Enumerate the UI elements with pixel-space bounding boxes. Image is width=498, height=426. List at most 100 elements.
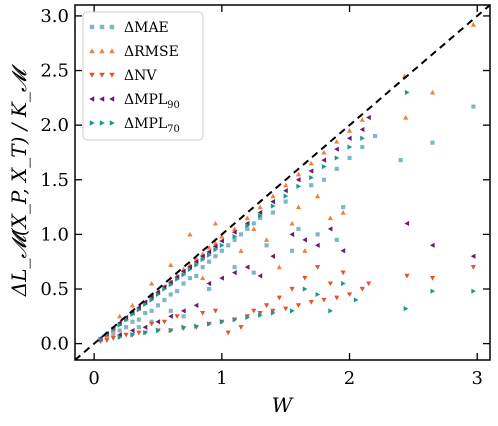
data-point	[168, 313, 173, 319]
data-point	[129, 327, 135, 334]
data-point	[302, 248, 308, 253]
data-point	[200, 256, 206, 263]
data-point	[372, 133, 378, 139]
data-point	[403, 306, 409, 312]
data-point	[206, 249, 212, 255]
data-point	[470, 22, 476, 27]
data-point	[334, 155, 340, 161]
data-point	[270, 210, 276, 215]
data-point	[340, 248, 346, 254]
data-point	[212, 220, 219, 226]
data-point	[168, 292, 173, 297]
data-point	[136, 330, 142, 336]
data-point	[295, 177, 301, 183]
legend-marker	[99, 24, 105, 30]
y-tick-label: 3.0	[40, 6, 69, 27]
data-point	[110, 336, 116, 341]
data-point	[270, 253, 276, 259]
data-point	[175, 276, 180, 282]
data-point	[366, 281, 372, 287]
legend-marker	[109, 24, 115, 30]
data-point	[270, 193, 276, 199]
data-point	[180, 268, 186, 275]
data-point	[136, 317, 141, 322]
data-point	[187, 266, 193, 272]
y-tick-label: 2.0	[40, 115, 69, 136]
data-point	[206, 259, 212, 264]
legend-marker	[109, 48, 115, 54]
data-point	[245, 223, 250, 229]
data-point	[302, 286, 308, 292]
data-point	[123, 332, 129, 338]
data-point	[321, 177, 327, 182]
data-point	[366, 114, 371, 121]
data-point	[296, 183, 302, 189]
data-point	[155, 319, 161, 325]
data-point	[471, 104, 476, 109]
legend-item: ΔNV	[89, 68, 157, 84]
legend-marker	[109, 120, 115, 126]
data-point	[142, 324, 148, 330]
data-point	[334, 138, 340, 144]
legend: ΔMAE ΔRMSE ΔNV ΔMPL90 ΔMPL70	[82, 11, 204, 141]
legend-label: ΔRMSE	[124, 44, 179, 60]
data-point	[251, 308, 257, 314]
data-point	[404, 89, 410, 95]
data-point	[117, 328, 122, 333]
data-point	[257, 209, 263, 216]
data-point	[244, 264, 250, 270]
data-point	[232, 229, 237, 235]
legend-marker	[99, 120, 105, 126]
data-point	[149, 321, 155, 327]
data-point	[328, 308, 333, 314]
data-point	[219, 319, 225, 325]
data-point	[161, 319, 167, 325]
data-point	[430, 288, 436, 294]
data-point	[219, 242, 225, 248]
data-point	[347, 144, 353, 150]
data-point	[238, 248, 244, 253]
x-tick-label: 0	[88, 368, 99, 389]
data-point	[429, 242, 435, 248]
legend-marker	[89, 96, 95, 102]
legend-item: ΔRMSE	[89, 44, 179, 60]
data-point	[193, 259, 199, 265]
data-point	[206, 244, 212, 250]
data-point	[360, 144, 365, 150]
data-point	[321, 149, 327, 155]
legend-marker	[109, 96, 115, 102]
data-point	[200, 253, 205, 259]
data-point	[206, 280, 212, 287]
data-point	[403, 114, 409, 120]
data-point	[212, 243, 218, 249]
data-point	[238, 232, 244, 237]
data-point	[257, 204, 263, 210]
data-point	[143, 310, 148, 316]
data-point	[213, 247, 219, 253]
data-point	[117, 322, 123, 328]
data-point	[257, 273, 263, 279]
data-point	[117, 313, 123, 319]
data-point	[155, 303, 161, 308]
data-point	[341, 280, 346, 287]
data-point	[123, 325, 129, 330]
data-point	[315, 265, 321, 270]
data-point	[181, 281, 186, 286]
data-point	[302, 275, 308, 281]
data-point	[226, 243, 231, 248]
data-point	[219, 238, 224, 244]
series-3-points	[97, 265, 476, 345]
data-point	[181, 314, 186, 319]
data-point	[258, 312, 263, 318]
data-point	[187, 275, 193, 281]
data-point	[327, 281, 333, 287]
data-point	[194, 262, 199, 268]
data-point	[232, 265, 237, 270]
data-point	[193, 302, 199, 308]
data-point	[245, 226, 250, 232]
data-point	[270, 203, 276, 209]
y-tick-label: 0.0	[40, 334, 69, 355]
data-point	[175, 289, 180, 294]
data-point	[162, 297, 167, 303]
